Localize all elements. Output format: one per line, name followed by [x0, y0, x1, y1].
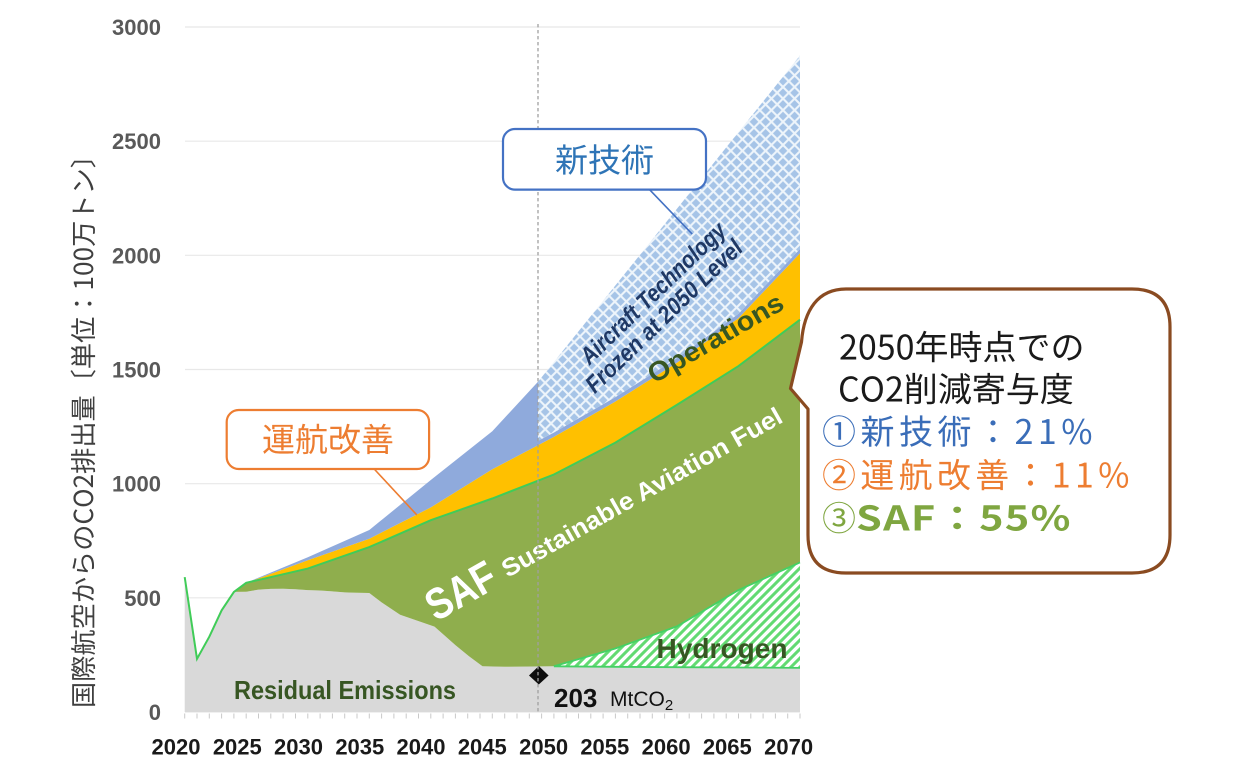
svg-text:3000: 3000 — [112, 15, 161, 40]
svg-text:2035: 2035 — [335, 735, 384, 760]
svg-text:2025: 2025 — [213, 735, 262, 760]
svg-text:2020: 2020 — [152, 735, 201, 760]
svg-text:2060: 2060 — [642, 735, 691, 760]
svg-text:2500: 2500 — [112, 129, 161, 154]
svg-text:2045: 2045 — [458, 735, 507, 760]
svg-text:Hydrogen: Hydrogen — [657, 633, 788, 664]
svg-text:2070: 2070 — [764, 735, 813, 760]
svg-text:0: 0 — [149, 700, 161, 725]
svg-text:500: 500 — [124, 586, 161, 611]
svg-text:2000: 2000 — [112, 243, 161, 268]
svg-text:1500: 1500 — [112, 358, 161, 383]
svg-text:2055: 2055 — [580, 735, 629, 760]
svg-text:203: 203 — [554, 683, 597, 713]
svg-text:2065: 2065 — [703, 735, 752, 760]
svg-text:2040: 2040 — [397, 735, 446, 760]
svg-text:2030: 2030 — [274, 735, 323, 760]
svg-text:Residual Emissions: Residual Emissions — [234, 675, 456, 705]
svg-text:MtCO2: MtCO2 — [610, 688, 673, 714]
svg-text:1000: 1000 — [112, 472, 161, 497]
svg-text:2050: 2050 — [519, 735, 568, 760]
